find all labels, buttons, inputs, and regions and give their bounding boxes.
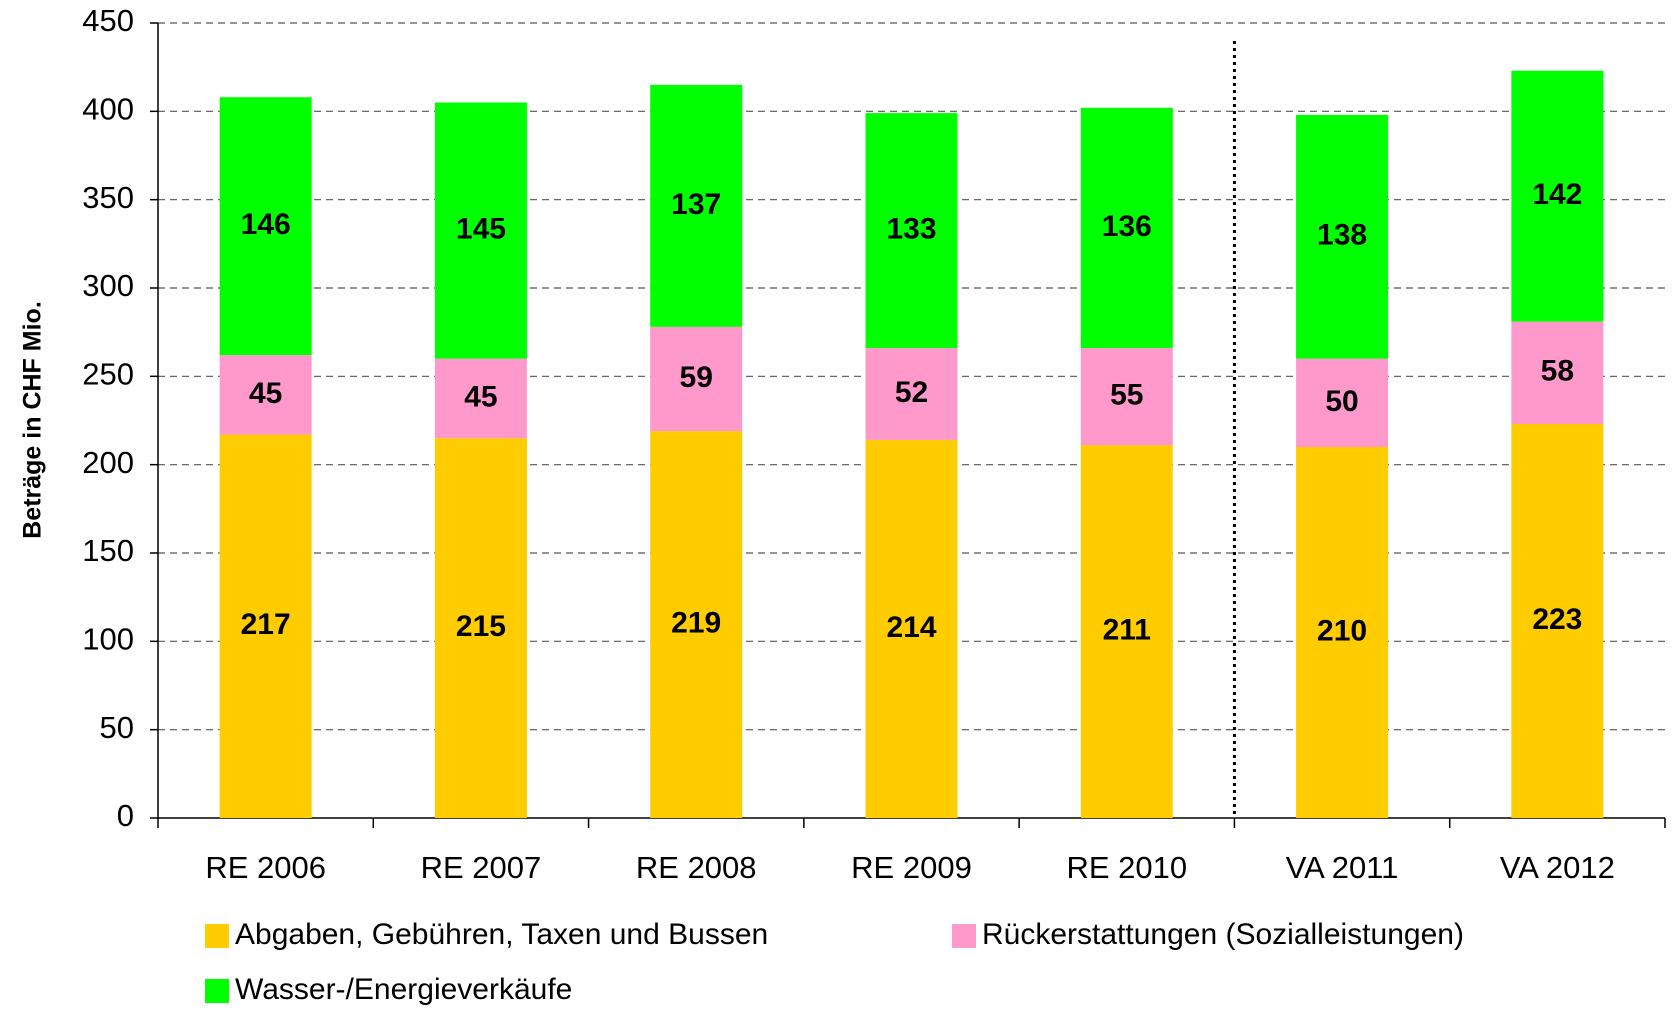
bar-segment [219,97,312,356]
y-tick-label: 100 [82,622,134,657]
data-label: 210 [1317,614,1367,647]
bar-segment [434,102,527,359]
legend-label: Rückerstattungen (Sozialleistungen) [982,918,1464,951]
x-tick-label: VA 2012 [1500,850,1615,885]
y-tick-label: 400 [82,92,134,127]
bar-segment [1511,70,1604,322]
data-label: 217 [241,608,291,641]
bar-segment [1080,445,1173,818]
data-label: 219 [671,606,721,639]
data-label: 223 [1532,603,1582,636]
x-tick-label: RE 2007 [421,850,542,885]
y-tick-label: 0 [117,798,134,833]
x-tick-label: RE 2009 [851,850,972,885]
data-label: 215 [456,610,506,643]
x-tick-label: RE 2008 [636,850,757,885]
bar-segment [1511,321,1604,425]
bar-segment [865,348,958,440]
data-label: 133 [886,213,936,246]
y-tick-label: 250 [82,357,134,392]
data-label: 138 [1317,219,1367,252]
bar-segment [1080,107,1173,349]
data-label: 59 [680,361,713,394]
bar-segment [650,326,743,432]
bar-segment [650,84,743,327]
x-tick-label: VA 2011 [1286,850,1399,885]
data-label: 52 [895,376,928,409]
y-tick-label: 300 [82,268,134,303]
legend-swatch [952,924,976,948]
data-label: 146 [241,208,291,241]
data-label: 136 [1102,210,1152,243]
data-label: 145 [456,213,506,246]
bar-segment [1511,424,1604,818]
data-label: 211 [1103,614,1151,647]
legend-swatch [205,979,229,1003]
bar-segment [434,358,527,439]
bar-segment [219,434,312,818]
data-label: 142 [1532,178,1582,211]
bar-segment [1296,114,1389,359]
x-tick-label: RE 2006 [205,850,326,885]
y-tick-label: 450 [82,3,134,38]
bar-segment [865,113,958,349]
legend-label: Wasser-/Energieverkäufe [235,973,572,1006]
data-label: 58 [1541,355,1574,388]
data-label: 45 [249,377,282,410]
legend-label: Abgaben, Gebühren, Taxen und Bussen [235,918,768,951]
bar-segment [219,355,312,435]
y-axis-label: Beträge in CHF Mio. [19,301,47,539]
bar-segment [434,438,527,818]
y-tick-label: 350 [82,180,134,215]
data-label: 45 [464,380,497,413]
bar-segment [1296,447,1389,818]
data-label: 137 [671,188,721,221]
bar-segment [865,439,958,818]
bar-segment [1296,358,1389,447]
bar-segment [650,431,743,818]
y-tick-label: 150 [82,533,134,568]
data-label: 55 [1110,379,1143,412]
y-tick-label: 200 [82,445,134,480]
y-tick-label: 50 [100,710,134,745]
data-label: 214 [886,611,936,644]
data-label: 50 [1325,385,1358,418]
x-tick-label: RE 2010 [1066,850,1187,885]
bar-segment [1080,348,1173,446]
legend-swatch [205,924,229,948]
